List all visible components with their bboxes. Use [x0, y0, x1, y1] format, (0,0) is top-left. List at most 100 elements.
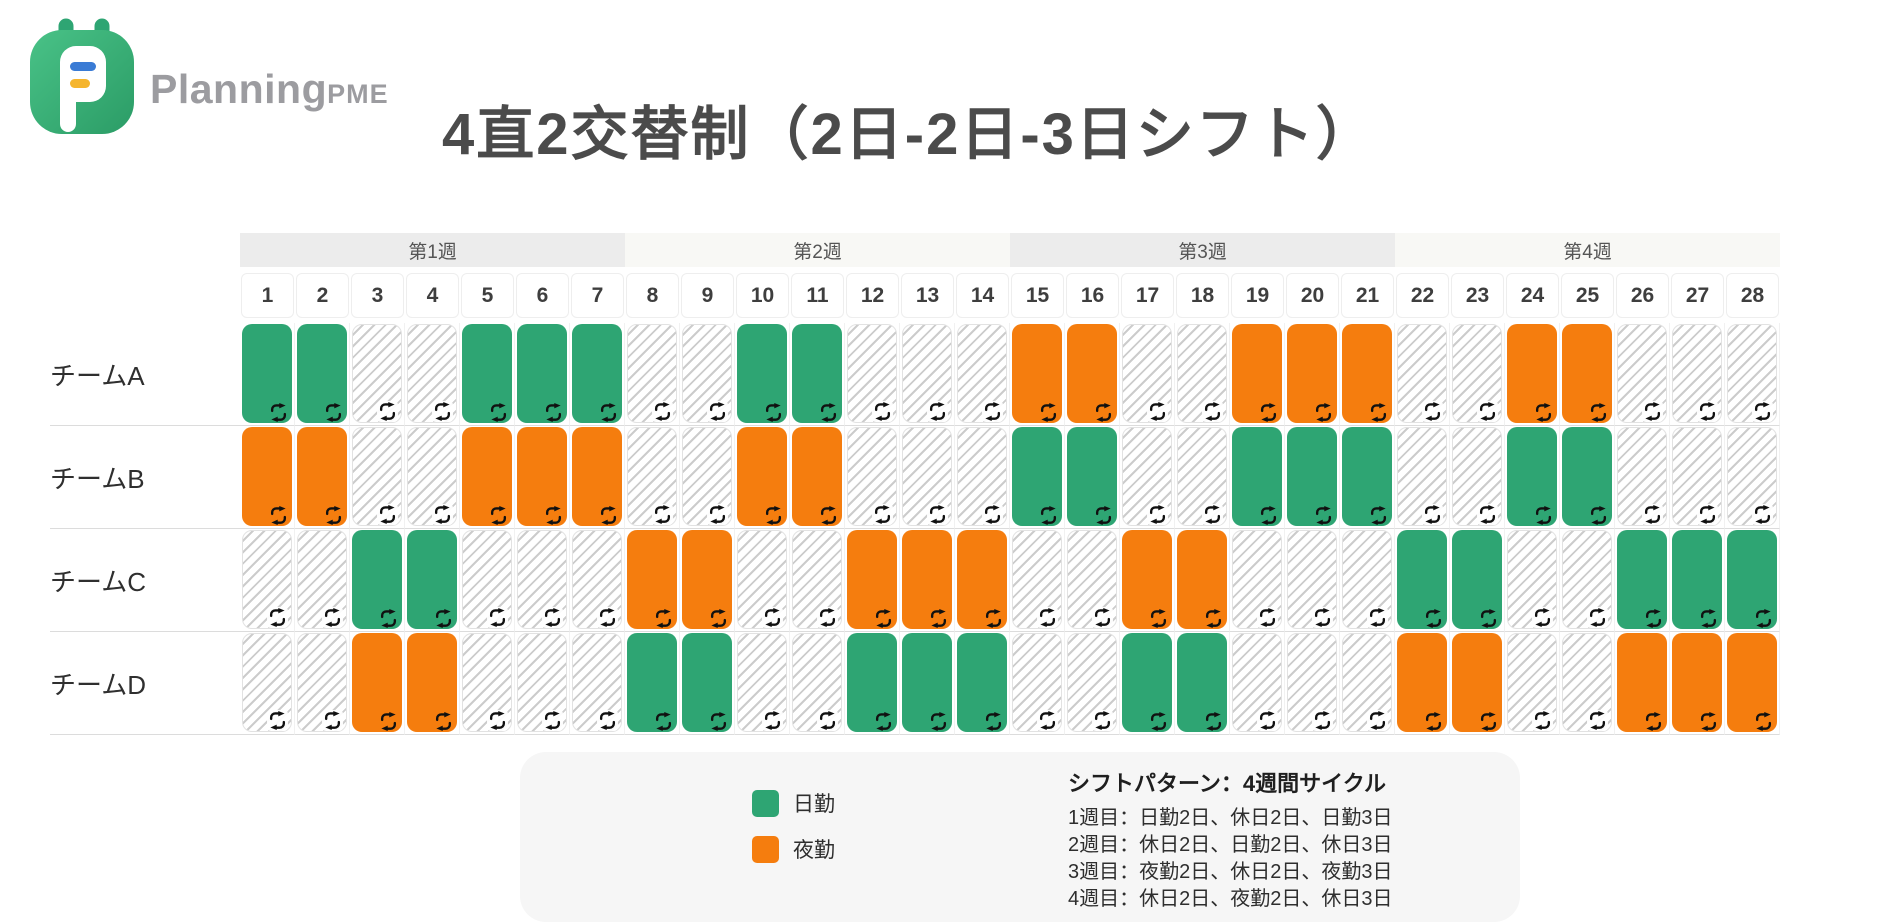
schedule-column [1285, 632, 1340, 735]
repeat-icon [597, 710, 618, 731]
day-number-10: 10 [736, 273, 789, 318]
legend-item-night: 夜勤 [752, 834, 835, 864]
legend-label-night-shift: 夜勤 [793, 839, 835, 862]
schedule-column [1560, 426, 1615, 529]
night-shift-cell [1342, 324, 1392, 423]
repeat-icon [432, 401, 453, 422]
schedule-column [405, 323, 460, 426]
repeat-icon [323, 505, 344, 526]
day-number-6: 6 [516, 273, 569, 318]
off-day-cell [1287, 530, 1337, 629]
schedule-column [845, 529, 900, 632]
repeat-icon [378, 608, 399, 629]
schedule-column [1120, 323, 1175, 426]
off-day-cell [1397, 324, 1447, 423]
schedule-column [625, 632, 680, 735]
repeat-icon [1423, 608, 1444, 629]
repeat-icon [1093, 505, 1114, 526]
night-shift-cell [572, 427, 622, 526]
repeat-icon [818, 402, 839, 423]
schedule-column [295, 632, 350, 735]
repeat-icon [1532, 710, 1553, 731]
schedule-column [240, 529, 295, 632]
day-number-27: 27 [1671, 273, 1724, 318]
schedule-column [515, 323, 570, 426]
off-day-cell [682, 427, 732, 526]
schedule-column [295, 323, 350, 426]
schedule-column [1450, 632, 1505, 735]
schedule-column [240, 323, 295, 426]
schedule-column [570, 632, 625, 735]
day-number-23: 23 [1451, 273, 1504, 318]
off-day-cell [1397, 427, 1447, 526]
off-day-cell [737, 530, 787, 629]
off-day-cell [1507, 633, 1557, 732]
night-shift-cell [297, 427, 347, 526]
repeat-icon [1588, 402, 1609, 423]
repeat-icon [1587, 607, 1608, 628]
schedule-column [900, 323, 955, 426]
off-day-cell [902, 324, 952, 423]
shift-schedule-grid: 第1週 第2週 第3週 第4週 1 2 3 4 5 6 7 8 9 10 11 12 13 14 15 16 17 18 1… [50, 233, 1780, 735]
day-shift-cell [572, 324, 622, 423]
off-day-cell [242, 530, 292, 629]
repeat-icon [763, 402, 784, 423]
repeat-icon [707, 401, 728, 422]
legend-panel: 日勤 夜勤 シフトパターン：4週間サイクル 1週目：日勤2日、休日2日、日勤3日… [520, 752, 1520, 922]
schedule-column [1230, 632, 1285, 735]
repeat-icon [1587, 710, 1608, 731]
repeat-icon [817, 710, 838, 731]
repeat-icon [433, 608, 454, 629]
shift-pattern-note: シフトパターン：4週間サイクル 1週目：日勤2日、休日2日、日勤3日 2週目：休… [1068, 766, 1393, 913]
repeat-icon [872, 504, 893, 525]
day-shift-cell [1122, 633, 1172, 732]
night-shift-cell [462, 427, 512, 526]
schedule-column [350, 426, 405, 529]
repeat-icon [267, 607, 288, 628]
repeat-icon [1697, 504, 1718, 525]
repeat-icon [652, 401, 673, 422]
repeat-icon [1532, 607, 1553, 628]
repeat-icon [983, 711, 1004, 732]
repeat-icon [762, 710, 783, 731]
schedule-column [295, 426, 350, 529]
schedule-column [570, 529, 625, 632]
repeat-icon [818, 505, 839, 526]
repeat-icon [598, 505, 619, 526]
schedule-column [625, 426, 680, 529]
night-shift-cell [517, 427, 567, 526]
repeat-icon [1038, 402, 1059, 423]
night-shift-cell [627, 530, 677, 629]
off-day-cell [1177, 427, 1227, 526]
repeat-icon [1038, 505, 1059, 526]
day-number-17: 17 [1121, 273, 1174, 318]
repeat-icon [1423, 711, 1444, 732]
night-shift-cell [1617, 633, 1667, 732]
repeat-icon [1092, 607, 1113, 628]
day-shift-cell [462, 324, 512, 423]
off-day-cell [627, 324, 677, 423]
off-day-cell [352, 427, 402, 526]
schedule-column [240, 632, 295, 735]
day-number-15: 15 [1011, 273, 1064, 318]
day-shift-cell [1452, 530, 1502, 629]
day-shift-cell [1727, 530, 1777, 629]
day-number-11: 11 [791, 273, 844, 318]
day-shift-cell [1012, 427, 1062, 526]
night-shift-cell [1452, 633, 1502, 732]
day-shift-cell [847, 633, 897, 732]
repeat-icon [1312, 710, 1333, 731]
schedule-column [1010, 529, 1065, 632]
schedule-column [1670, 632, 1725, 735]
repeat-icon [542, 710, 563, 731]
off-day-cell [1287, 633, 1337, 732]
pattern-line-week2: 2週目：休日2日、日勤2日、休日3日 [1068, 834, 1393, 856]
schedule-column [1340, 529, 1395, 632]
schedule-column [790, 426, 845, 529]
night-shift-cell [1012, 324, 1062, 423]
schedule-column [790, 632, 845, 735]
day-shift-cell [1232, 427, 1282, 526]
schedule-column [1340, 632, 1395, 735]
schedule-column [790, 529, 845, 632]
pattern-title: シフトパターン：4週間サイクル [1068, 771, 1387, 796]
